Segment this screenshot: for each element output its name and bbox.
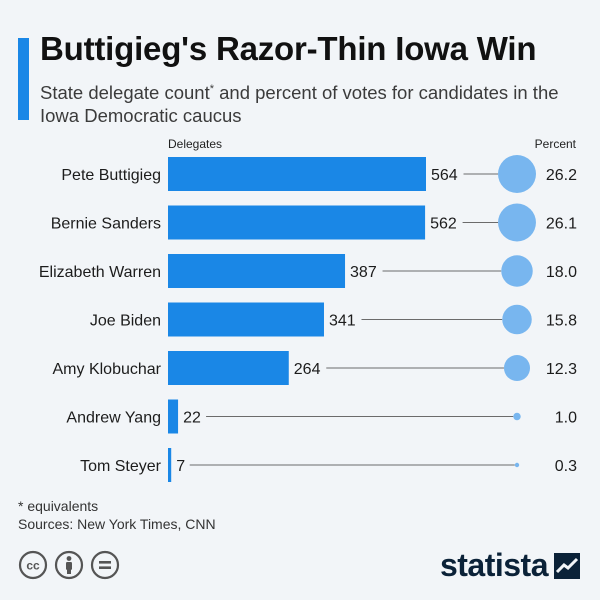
delegate-value-label: 387 (350, 264, 377, 281)
delegate-value-label: 7 (176, 458, 185, 475)
percent-bubble (514, 462, 520, 468)
percent-value-label: 26.1 (546, 216, 577, 233)
category-label: Bernie Sanders (51, 216, 161, 233)
percent-value-label: 26.2 (546, 167, 577, 184)
subtitle-footnote-mark: * (209, 83, 214, 95)
delegates-percent-chart: Delegates Percent Pete Buttigieg 564 26.2 Ber… (39, 137, 577, 482)
percent-value-label: 15.8 (546, 313, 577, 330)
delegate-bar (168, 448, 172, 482)
category-label: Pete Buttigieg (61, 167, 161, 184)
footnote: * equivalents (18, 498, 99, 514)
delegate-bar (168, 157, 426, 191)
delegate-value-label: 264 (294, 361, 321, 378)
brand-name: statista (439, 547, 549, 583)
category-label: Amy Klobuchar (53, 361, 162, 378)
delegate-value-label: 22 (183, 410, 201, 427)
delegates-column-label: Delegates (168, 137, 222, 151)
delegate-bar (168, 399, 179, 434)
subtitle-text-1: State delegate count (40, 82, 210, 104)
percent-value-label: 1.0 (555, 410, 577, 427)
subtitle-text-2: and percent of votes for candidates in t… (40, 82, 559, 127)
statista-logo: statista (440, 547, 580, 584)
percent-bubble (501, 255, 533, 287)
category-label: Elizabeth Warren (39, 264, 161, 281)
category-label: Andrew Yang (66, 410, 161, 427)
statista-logo-mark-icon (554, 552, 580, 579)
equals-icon (90, 550, 120, 580)
percent-value-label: 12.3 (546, 361, 577, 378)
percent-bubble (502, 304, 532, 335)
sources: Sources: New York Times, CNN (18, 516, 216, 532)
percent-bubble (513, 412, 521, 421)
delegate-value-label: 564 (431, 167, 458, 184)
chart-title: Buttigieg's Razor-Thin Iowa Win (40, 30, 537, 67)
percent-bubble (498, 203, 536, 242)
percent-value-label: 0.3 (555, 458, 577, 475)
percent-column-label: Percent (535, 137, 577, 151)
delegate-bar (168, 254, 346, 288)
percent-value-label: 18.0 (546, 264, 577, 281)
category-label: Joe Biden (90, 313, 161, 330)
percent-bubble (503, 354, 531, 382)
delegate-bar (168, 351, 289, 385)
license-icons: cc (18, 550, 120, 580)
title-accent-bar (18, 38, 29, 120)
delegate-bar (168, 302, 324, 337)
cc-icon: cc (18, 550, 48, 580)
percent-bubble (498, 155, 536, 193)
delegate-value-label: 562 (430, 216, 457, 233)
delegate-bar (168, 205, 426, 240)
chart-subtitle: State delegate count* and percent of vot… (40, 78, 580, 127)
svg-text:cc: cc (26, 559, 40, 573)
category-label: Tom Steyer (80, 458, 162, 475)
delegate-value-label: 341 (329, 313, 356, 330)
by-icon (54, 550, 84, 580)
